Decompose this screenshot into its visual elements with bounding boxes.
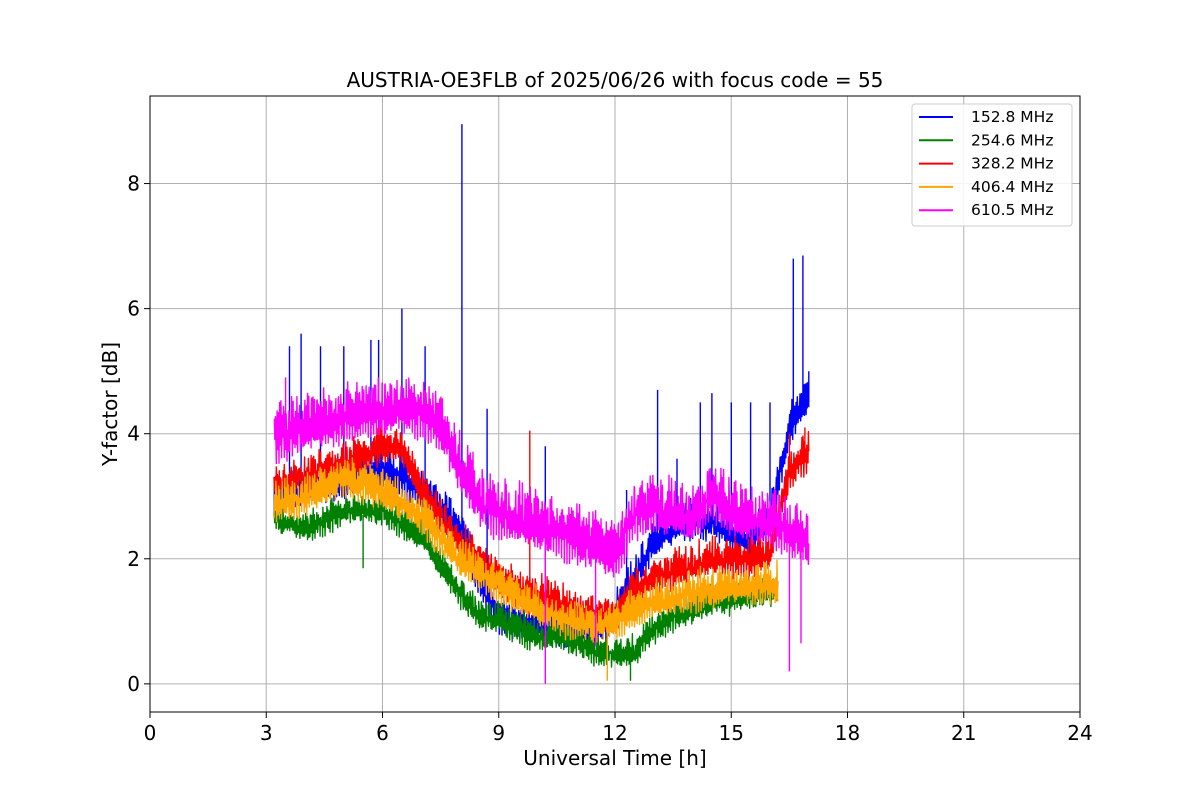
x-tick-label: 15 — [719, 721, 744, 745]
x-tick-label: 9 — [492, 721, 505, 745]
x-tick-label: 21 — [951, 721, 976, 745]
legend-label: 328.2 MHz — [971, 155, 1053, 173]
legend-label: 610.5 MHz — [971, 201, 1053, 219]
y-axis-label: Y-factor [dB] — [98, 342, 122, 467]
y-tick-label: 8 — [127, 172, 140, 196]
x-axis-label: Universal Time [h] — [523, 746, 706, 770]
legend-box — [911, 103, 1073, 227]
legend-label: 254.6 MHz — [971, 131, 1053, 149]
chart-title: AUSTRIA-OE3FLB of 2025/06/26 with focus … — [347, 68, 884, 92]
x-tick-label: 6 — [376, 721, 389, 745]
y-tick-label: 4 — [127, 422, 140, 446]
y-tick-label: 0 — [127, 672, 140, 696]
y-tick-label: 2 — [127, 547, 140, 571]
series-layer — [273, 124, 810, 684]
series-line — [273, 457, 779, 681]
x-tick-label: 24 — [1067, 721, 1092, 745]
legend: 152.8 MHz 254.6 MHz 328.2 MHz 406.4 MHz 610.… — [911, 103, 1073, 227]
legend-label: 406.4 MHz — [971, 178, 1053, 196]
x-tick-label: 0 — [144, 721, 157, 745]
legend-label: 152.8 MHz — [971, 108, 1053, 126]
y-tick-label: 6 — [127, 297, 140, 321]
x-tick-label: 3 — [260, 721, 273, 745]
x-tick-label: 18 — [835, 721, 860, 745]
x-tick-label: 12 — [602, 721, 627, 745]
series-line — [273, 377, 810, 684]
